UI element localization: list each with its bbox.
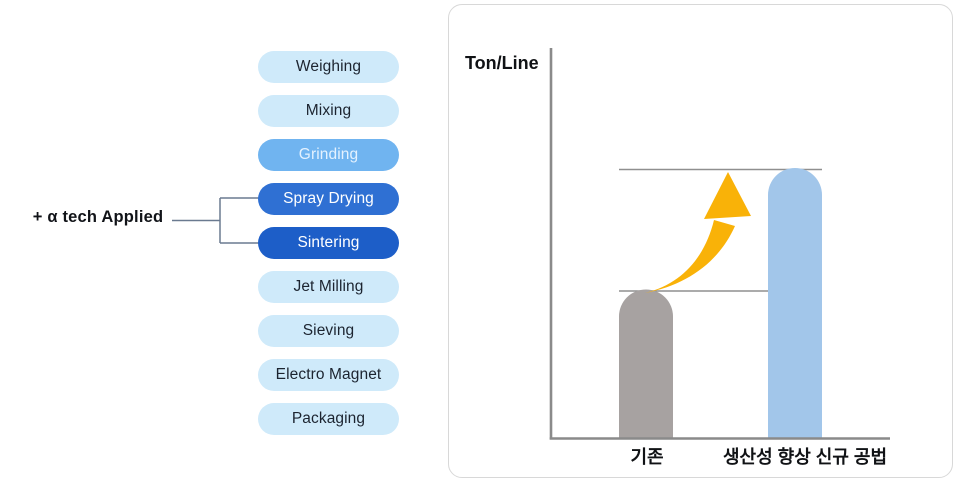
growth-arrow-head [704,172,751,219]
chart-panel: Ton/Line 기존 생산성 향상 신규 공법 [448,4,953,478]
process-step-pill: Grinding [258,139,399,171]
process-step-pill: Sieving [258,315,399,347]
process-step-pill: Sintering [258,227,399,259]
growth-arrow-body [645,220,735,293]
x-label-new-process: 생산성 향상 신규 공법 [722,447,888,467]
process-step-pill: Spray Drying [258,183,399,215]
bar-new-process [768,168,822,438]
x-label-existing: 기존 [630,447,664,467]
alpha-tech-label: + α tech Applied [32,208,164,226]
y-axis-label: Ton/Line [465,53,539,73]
process-step-pill: Jet Milling [258,271,399,303]
bar-chart [549,48,890,440]
process-steps-list: Weighing Mixing Grinding Spray Drying Sinter… [258,51,399,435]
bracket-connector [172,197,260,244]
growth-arrow-icon [645,172,751,293]
bar-existing [619,289,673,438]
process-step-pill: Electro Magnet [258,359,399,391]
process-step-pill: Mixing [258,95,399,127]
process-step-pill: Weighing [258,51,399,83]
process-step-pill: Packaging [258,403,399,435]
